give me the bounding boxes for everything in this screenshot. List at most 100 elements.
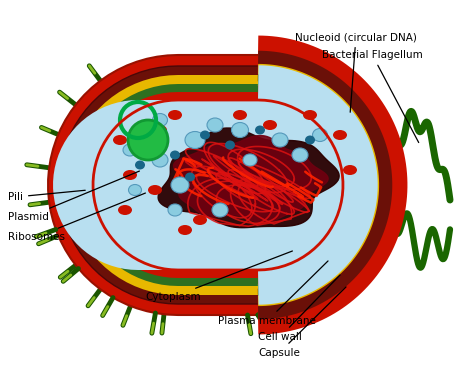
Ellipse shape [207, 118, 223, 132]
Ellipse shape [123, 170, 137, 180]
Ellipse shape [128, 184, 142, 196]
Ellipse shape [113, 135, 127, 145]
Ellipse shape [235, 129, 241, 135]
Circle shape [128, 120, 168, 160]
Ellipse shape [155, 159, 161, 165]
Ellipse shape [135, 161, 145, 169]
Ellipse shape [128, 184, 142, 196]
Ellipse shape [243, 154, 257, 166]
Ellipse shape [125, 150, 131, 154]
Ellipse shape [150, 132, 160, 142]
Ellipse shape [153, 114, 167, 127]
Ellipse shape [212, 203, 228, 217]
Ellipse shape [333, 130, 347, 140]
Text: Cytoplasm: Cytoplasm [145, 251, 292, 302]
Text: Ribosomes: Ribosomes [8, 193, 146, 242]
Ellipse shape [123, 144, 137, 156]
Ellipse shape [303, 110, 317, 120]
Polygon shape [48, 55, 388, 315]
Ellipse shape [333, 130, 347, 140]
Ellipse shape [171, 177, 189, 193]
Ellipse shape [138, 150, 152, 160]
Text: Pili: Pili [8, 190, 85, 202]
Circle shape [128, 120, 168, 160]
Ellipse shape [215, 209, 221, 215]
Ellipse shape [315, 134, 321, 140]
Polygon shape [158, 128, 339, 228]
Ellipse shape [312, 129, 328, 142]
Ellipse shape [193, 215, 207, 225]
Ellipse shape [135, 161, 145, 169]
Text: Plasmid: Plasmid [8, 171, 139, 222]
Ellipse shape [255, 126, 265, 134]
Polygon shape [158, 128, 339, 228]
Ellipse shape [178, 225, 192, 235]
Ellipse shape [263, 120, 277, 130]
Ellipse shape [185, 132, 205, 149]
Polygon shape [53, 100, 343, 270]
Ellipse shape [305, 136, 315, 144]
Ellipse shape [153, 125, 167, 135]
Ellipse shape [118, 205, 132, 215]
Ellipse shape [178, 225, 192, 235]
Ellipse shape [233, 110, 247, 120]
Ellipse shape [174, 184, 182, 190]
Ellipse shape [231, 122, 248, 137]
Ellipse shape [170, 209, 176, 214]
Ellipse shape [292, 148, 308, 162]
Polygon shape [59, 66, 377, 304]
Ellipse shape [343, 165, 357, 175]
Ellipse shape [263, 120, 277, 130]
Ellipse shape [210, 124, 216, 130]
Ellipse shape [185, 172, 195, 181]
Ellipse shape [130, 190, 136, 194]
Polygon shape [68, 75, 368, 295]
Ellipse shape [152, 153, 168, 167]
Ellipse shape [225, 141, 235, 149]
Ellipse shape [255, 126, 265, 134]
Ellipse shape [123, 144, 137, 156]
Ellipse shape [150, 132, 160, 142]
Polygon shape [173, 136, 328, 223]
Text: Nucleoid (circular DNA): Nucleoid (circular DNA) [295, 32, 417, 112]
Ellipse shape [245, 160, 251, 164]
Ellipse shape [231, 122, 248, 137]
Text: Cell wall: Cell wall [258, 275, 340, 342]
Ellipse shape [152, 153, 168, 167]
Text: Capsule: Capsule [258, 287, 346, 358]
Circle shape [136, 141, 148, 153]
Ellipse shape [272, 133, 288, 147]
Ellipse shape [272, 133, 288, 147]
Ellipse shape [171, 177, 189, 193]
Ellipse shape [305, 136, 315, 144]
Ellipse shape [168, 204, 182, 216]
Ellipse shape [200, 131, 210, 139]
Ellipse shape [168, 204, 182, 216]
Ellipse shape [233, 110, 247, 120]
Polygon shape [93, 100, 343, 270]
Ellipse shape [155, 119, 161, 125]
Ellipse shape [243, 154, 257, 166]
Ellipse shape [113, 135, 127, 145]
Ellipse shape [343, 165, 357, 175]
Ellipse shape [303, 110, 317, 120]
Ellipse shape [185, 172, 195, 181]
Polygon shape [85, 92, 351, 278]
Ellipse shape [168, 110, 182, 120]
Text: Plasma membrane: Plasma membrane [218, 261, 328, 326]
Ellipse shape [123, 170, 137, 180]
Ellipse shape [225, 141, 235, 149]
Ellipse shape [292, 148, 308, 162]
Polygon shape [173, 136, 328, 223]
Ellipse shape [212, 203, 228, 217]
Ellipse shape [193, 215, 207, 225]
Ellipse shape [200, 131, 210, 139]
Ellipse shape [189, 139, 197, 146]
Ellipse shape [168, 110, 182, 120]
Ellipse shape [185, 132, 205, 149]
Ellipse shape [118, 205, 132, 215]
Ellipse shape [275, 139, 281, 145]
Ellipse shape [148, 185, 162, 195]
Ellipse shape [207, 118, 223, 132]
Text: Bacterial Flagellum: Bacterial Flagellum [322, 50, 423, 142]
